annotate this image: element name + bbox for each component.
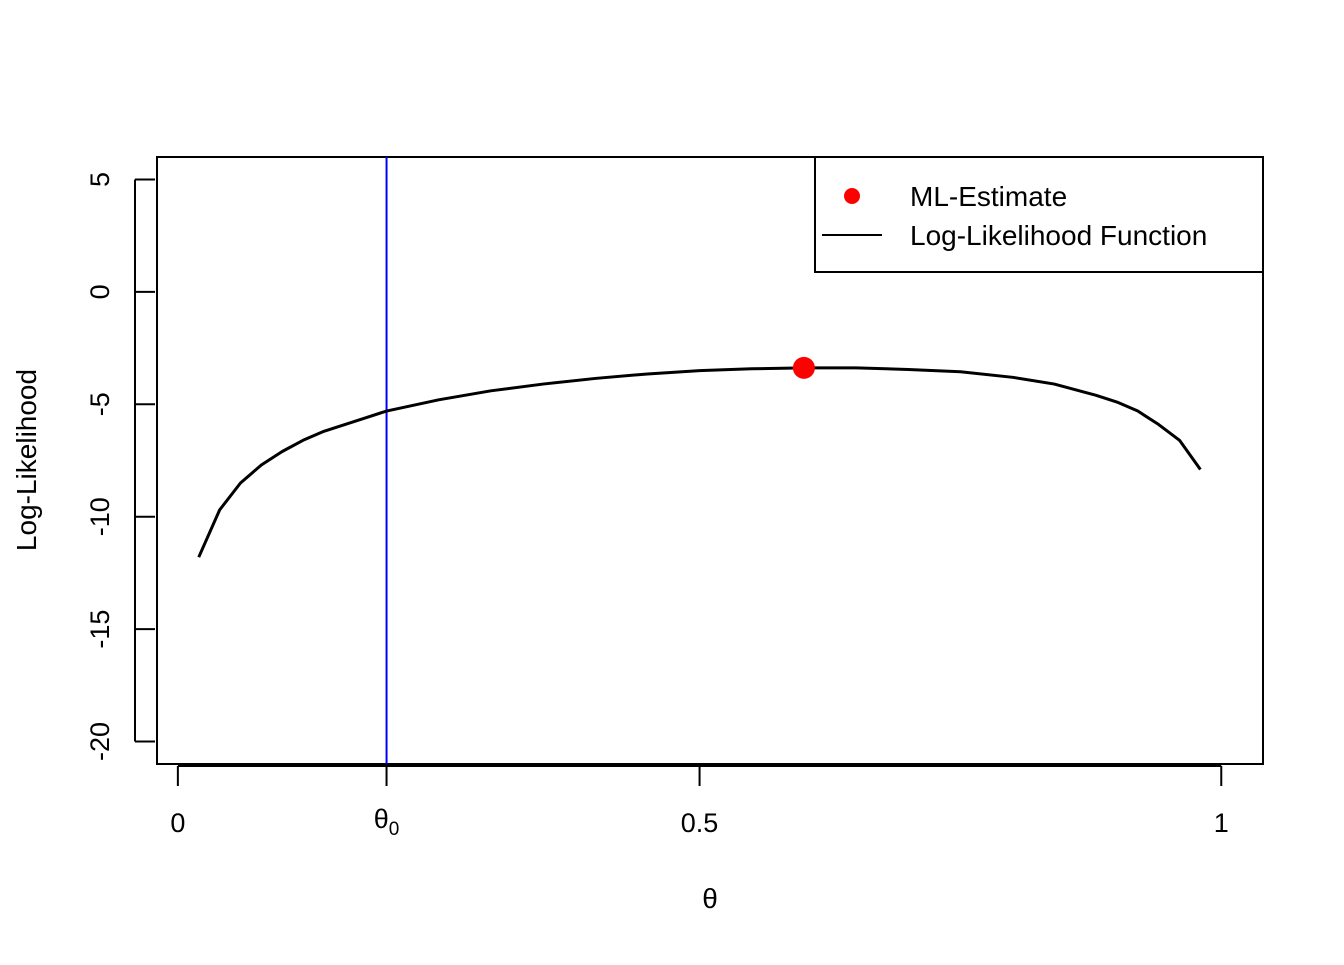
y-axis: 5 0 -5 -10 -15 -20: [85, 172, 155, 761]
series-log-likelihood-line: [197, 366, 1202, 558]
y-tick-label: -5: [85, 392, 115, 416]
x-tick-label: 0.5: [681, 808, 719, 838]
x-tick-label: 0: [170, 808, 185, 838]
legend-log-likelihood-label: Log-Likelihood Function: [910, 220, 1207, 251]
y-tick-label: -20: [85, 722, 115, 761]
legend-box: [814, 156, 1264, 273]
legend-ml-estimate-label: ML-Estimate: [910, 181, 1067, 212]
x-axis-title: θ: [702, 883, 718, 914]
x-tick-label: 1: [1214, 808, 1229, 838]
ml-estimate-point: [792, 356, 815, 379]
plot-frame: [156, 156, 1264, 765]
y-tick-label: 5: [85, 172, 115, 187]
y-axis-title: Log-Likelihood: [11, 369, 42, 551]
legend-ml-estimate-symbol: [844, 188, 860, 204]
y-tick-label: -15: [85, 610, 115, 649]
y-tick-label: 0: [85, 284, 115, 299]
legend: ML-Estimate Log-Likelihood Function: [814, 156, 1264, 273]
y-tick-label: -10: [85, 497, 115, 536]
x-tick-label-theta0: θ0: [374, 804, 400, 840]
x-axis: 0 0.5 1 θ0: [170, 765, 1229, 840]
